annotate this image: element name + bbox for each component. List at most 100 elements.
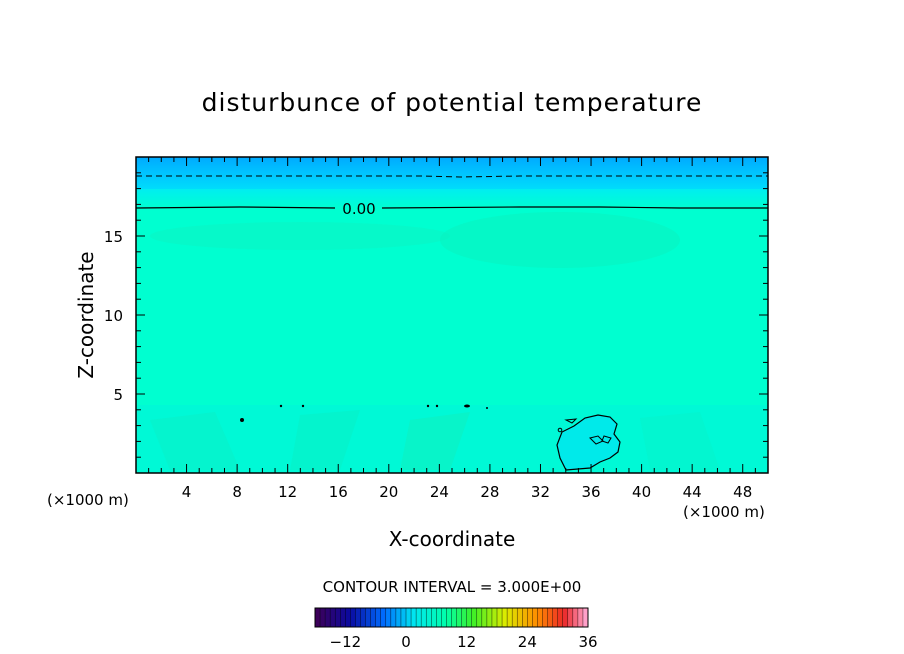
upper-band-fade (136, 189, 768, 209)
contour-interval: CONTOUR INTERVAL = 3.000E+00 (323, 578, 582, 596)
x-tick-label: 44 (683, 483, 702, 501)
cell-contour (601, 435, 612, 444)
colorbar-swatch (572, 608, 579, 627)
y-axis-ticks (136, 172, 768, 458)
colorbar-swatch (476, 608, 483, 627)
x-tick-label: 4 (182, 483, 192, 501)
cell-contour-dot (557, 427, 563, 433)
contour-label: 0.00 (342, 200, 375, 218)
colorbar-swatch (567, 608, 574, 627)
colorbar-swatch (522, 608, 528, 627)
y-tick-label: 10 (104, 307, 123, 325)
small-contour (426, 404, 430, 408)
cell-contour (556, 414, 621, 471)
x-tick-label: 20 (379, 483, 398, 501)
lower-patch (400, 412, 470, 470)
zero-contour (136, 206, 768, 209)
warm-patch (150, 222, 450, 250)
colorbar-swatch (365, 608, 371, 627)
x-tick-label: 40 (632, 483, 651, 501)
colorbar-tick-label: 36 (578, 633, 597, 651)
y-tick-label: 15 (104, 228, 123, 246)
colorbar-swatch (360, 608, 366, 627)
colorbar-swatch (350, 608, 356, 627)
colorbar-swatch (461, 608, 467, 627)
colorbar-swatch (431, 608, 437, 627)
colorbar-frame (314, 607, 589, 628)
colorbar-swatch (380, 608, 387, 627)
lower-patch (290, 410, 360, 470)
x-unit-right: (×1000 m) (683, 503, 765, 521)
colorbar-swatch (315, 608, 321, 627)
colorbar-swatch (375, 608, 382, 627)
small-contour (279, 404, 283, 408)
colorbar-swatch (517, 608, 523, 627)
colorbar-swatch (441, 608, 447, 627)
colorbar-swatch (370, 608, 376, 627)
colorbar-swatch (446, 608, 452, 627)
colorbar-swatch (532, 608, 538, 627)
colorbar-swatch (557, 608, 564, 627)
small-contour (435, 404, 439, 408)
colorbar-swatch (491, 608, 498, 627)
y-tick-labels: 5 10 15 (104, 228, 123, 404)
lower-patch (150, 412, 240, 470)
x-tick-label: 48 (733, 483, 752, 501)
x-axis-title: X-coordinate (389, 527, 516, 551)
colorbar-swatch (421, 608, 427, 627)
small-contour (301, 404, 305, 408)
colorbar-swatch (400, 608, 407, 627)
x-axis-ticks (148, 157, 756, 473)
x-tick-label: 28 (480, 483, 499, 501)
small-contour (240, 418, 244, 422)
small-contour (464, 404, 470, 408)
colorbar-swatch (456, 608, 462, 627)
cool-cell (557, 415, 620, 470)
colorbar-swatch (426, 608, 432, 627)
colorbar-labels: −12 0 12 24 36 (330, 633, 598, 651)
colorbar-swatch (395, 608, 402, 627)
colorbar (314, 608, 589, 627)
x-tick-label: 24 (430, 483, 449, 501)
colorbar-swatch (507, 608, 513, 627)
warm-patch (440, 212, 680, 268)
colorbar-swatch (542, 608, 548, 627)
colorbar-tick-label: 0 (401, 633, 411, 651)
colorbar-tick-label: −12 (330, 633, 362, 651)
y-axis-title: Z-coordinate (74, 251, 98, 378)
chart-title: disturbunce of potential temperature (202, 88, 703, 117)
colorbar-swatch (411, 608, 417, 627)
colorbar-tick-label: 12 (457, 633, 476, 651)
x-tick-label: 12 (278, 483, 297, 501)
colorbar-swatch (345, 608, 351, 627)
lower-patch (640, 412, 720, 470)
colorbar-swatch (390, 608, 397, 627)
dashed-contour (136, 175, 768, 178)
colorbar-swatch (512, 608, 518, 627)
colorbar-swatch (481, 608, 488, 627)
x-tick-label: 36 (581, 483, 600, 501)
colorbar-swatch (330, 608, 336, 627)
x-unit-left: (×1000 m) (47, 491, 129, 509)
colorbar-tick-label: 24 (518, 633, 537, 651)
x-tick-labels: 4 8 12 16 20 24 28 32 36 40 44 48 (182, 483, 752, 501)
colorbar-swatch (320, 608, 326, 627)
colorbar-swatch (562, 608, 569, 627)
colorbar-swatch (451, 608, 457, 627)
x-tick-label: 32 (531, 483, 550, 501)
colorbar-swatch (537, 608, 543, 627)
plot-area (136, 157, 768, 473)
colorbar-swatch (406, 608, 412, 627)
x-tick-label: 16 (329, 483, 348, 501)
upper-band (136, 157, 768, 189)
colorbar-swatch (527, 608, 533, 627)
colorbar-swatch (436, 608, 442, 627)
colorbar-swatch (582, 608, 589, 627)
colorbar-swatch (577, 608, 584, 627)
colorbar-swatch (335, 608, 341, 627)
colorbar-swatch (416, 608, 422, 627)
colorbar-swatch (486, 608, 493, 627)
colorbar-swatch (466, 608, 473, 627)
colorbar-swatch (385, 608, 392, 627)
